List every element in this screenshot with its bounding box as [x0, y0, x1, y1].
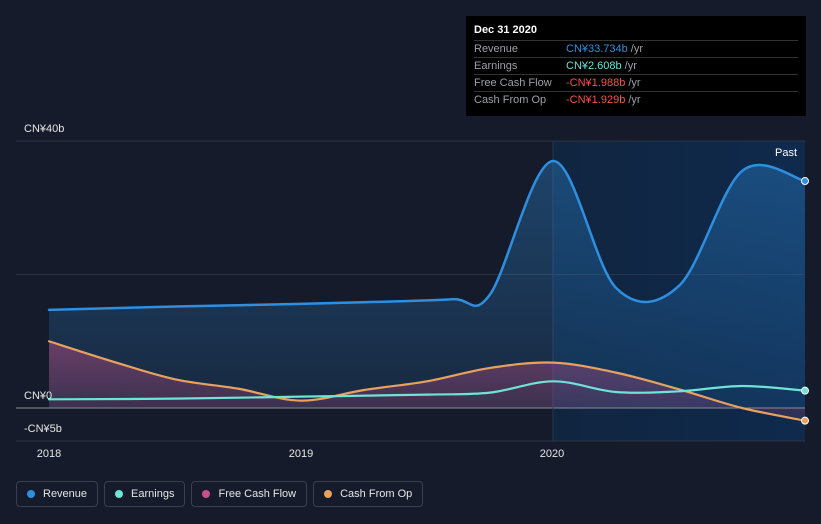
legend-dot-icon: [27, 490, 35, 498]
legend-dot-icon: [202, 490, 211, 498]
tooltip-value: CN¥33.734b: [566, 43, 628, 55]
earnings-line: [47, 380, 807, 401]
tooltip-row-earnings: Earnings CN¥2.608b /yr: [474, 57, 798, 74]
legend-label: Cash From Op: [340, 488, 413, 500]
tooltip-unit: /yr: [628, 77, 641, 89]
past-label: Past: [774, 147, 797, 159]
tooltip-value: -CN¥1.988b: [566, 77, 626, 89]
tooltip-unit: /yr: [628, 94, 641, 106]
x-tick-label: 2019: [288, 448, 314, 460]
tooltip-label: Revenue: [474, 43, 519, 55]
legend-item-earnings[interactable]: Earnings: [104, 481, 186, 507]
tooltip-label: Earnings: [474, 60, 518, 72]
y-tick-label: -CN¥5b: [24, 423, 62, 435]
cash-from-op-end-point: [801, 416, 809, 425]
x-tick-label: 2020: [539, 448, 565, 460]
legend-dot-icon: [115, 490, 124, 498]
tooltip-row-revenue: Revenue CN¥33.734b /yr: [474, 40, 798, 57]
revenue-end-point: [801, 177, 809, 186]
legend-label: Earnings: [131, 488, 175, 500]
legend: Revenue Earnings Free Cash Flow Cash Fro…: [16, 481, 424, 507]
revenue-area: [49, 161, 805, 408]
tooltip-unit: /yr: [624, 60, 637, 72]
tooltip-label: Free Cash Flow: [474, 77, 552, 89]
tooltip-value: CN¥2.608b: [566, 60, 622, 72]
legend-label: Free Cash Flow: [218, 488, 297, 500]
cash-from-op-line: [47, 340, 807, 422]
x-tick-label: 2018: [36, 448, 62, 460]
tooltip-label: Cash From Op: [474, 94, 547, 106]
earnings-end-point: [801, 386, 809, 395]
tooltip-date: Dec 31 2020: [474, 24, 537, 36]
legend-item-free-cash-flow[interactable]: Free Cash Flow: [191, 481, 308, 507]
legend-dot-icon: [324, 490, 333, 498]
cash-from-op-area: [49, 341, 805, 421]
y-tick-label: CN¥0: [24, 390, 53, 402]
tooltip-unit: /yr: [630, 43, 644, 55]
tooltip-value: -CN¥1.929b: [566, 94, 626, 106]
legend-label: Revenue: [43, 488, 88, 500]
y-tick-label: CN¥40b: [24, 123, 65, 135]
tooltip: Dec 31 2020 Revenue CN¥33.734b /yr Earni…: [466, 16, 806, 116]
revenue-line: [47, 159, 807, 312]
tooltip-row-cash-from-op: Cash From Op -CN¥1.929b /yr: [474, 91, 798, 108]
tooltip-row-free-cash-flow: Free Cash Flow -CN¥1.988b /yr: [474, 74, 798, 91]
legend-item-cash-from-op[interactable]: Cash From Op: [313, 481, 424, 507]
legend-item-revenue[interactable]: Revenue: [16, 481, 99, 507]
